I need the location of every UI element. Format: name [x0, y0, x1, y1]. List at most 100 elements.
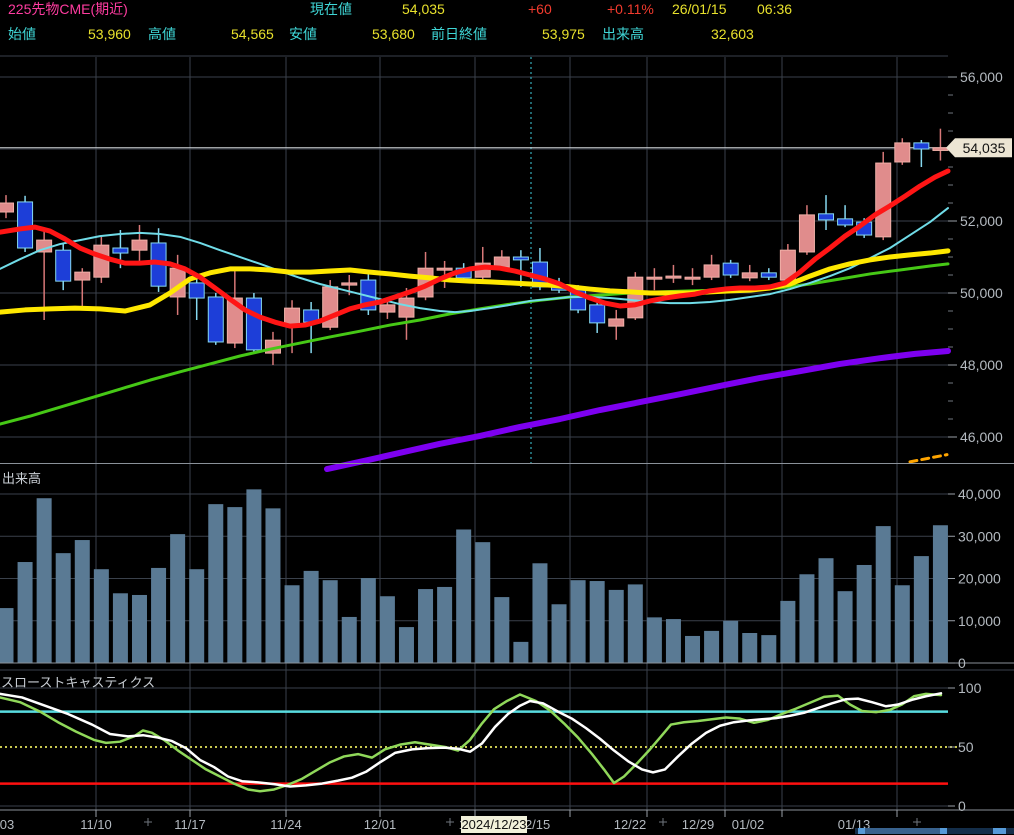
candle	[798, 205, 815, 255]
volume-bar	[456, 529, 472, 663]
volume-bar	[742, 633, 758, 663]
stoch-axis-label: 0	[958, 798, 966, 814]
candle	[684, 268, 701, 286]
candle	[760, 268, 777, 281]
candle	[303, 302, 320, 354]
candle	[188, 277, 205, 321]
volume-bar	[189, 569, 205, 663]
ma-red-10d	[0, 168, 951, 329]
ma-cyan	[0, 207, 949, 314]
volume-bar	[532, 563, 548, 663]
candle	[0, 195, 14, 219]
date-axis-label: 12/01	[364, 817, 397, 832]
candle	[627, 272, 644, 321]
volume-bar	[208, 504, 224, 663]
stoch-panel-title: スローストキャスティクス	[1, 675, 156, 690]
volume-bar	[170, 534, 186, 663]
volume-bar	[780, 600, 796, 663]
stoch-k-green	[0, 692, 943, 793]
candle	[818, 195, 835, 231]
candle	[665, 264, 682, 283]
ma-yellow-25d	[0, 248, 951, 315]
stoch-d-white	[0, 692, 943, 788]
date-axis-label: 03	[0, 817, 14, 832]
candle	[837, 205, 854, 228]
candle	[226, 271, 243, 349]
volume-bar	[627, 584, 643, 663]
volume-bar	[723, 620, 739, 663]
volume-bar	[112, 593, 128, 663]
scrollbar-left-cap[interactable]	[858, 828, 865, 834]
date-axis-label: 12/22	[614, 817, 647, 832]
candle	[589, 300, 606, 333]
volume-axis-label: 10,000	[958, 613, 1001, 629]
stoch-axis-label: 50	[958, 739, 974, 755]
candle	[779, 244, 796, 282]
date-axis-label: 01/02	[732, 817, 765, 832]
volume-value: 32,603	[711, 26, 754, 42]
candle	[646, 268, 663, 291]
date-axis-label: 11/10	[80, 817, 112, 832]
candle	[913, 140, 930, 168]
candle	[245, 293, 262, 353]
volume-bar	[131, 594, 147, 663]
instrument-title: 225先物CME(期近)	[8, 1, 128, 17]
candlesticks-layer	[0, 128, 949, 366]
volume-bar	[665, 619, 681, 663]
ma-orange-dashed	[908, 453, 949, 464]
price-change: +60	[528, 1, 552, 17]
volume-bar	[913, 556, 929, 663]
volume-bar	[932, 525, 948, 663]
candle	[608, 309, 625, 340]
date-tooltip-text: 2024/12/23	[461, 817, 526, 832]
volume-bar	[799, 574, 815, 663]
volume-axis-label: 40,000	[958, 486, 1001, 502]
scrollbar-right-cap[interactable]	[940, 828, 947, 834]
quote-time: 06:36	[757, 1, 793, 17]
stoch-axis-label: 100	[958, 680, 982, 696]
volume-bar	[685, 635, 701, 663]
volume-label: 出来高	[602, 26, 644, 42]
quote-header: 225先物CME(期近) 現在値 54,035 +60 +0.11% 26/01…	[0, 0, 1014, 46]
scrollbar-thumb[interactable]	[858, 828, 947, 834]
ma-purple-200d	[324, 347, 951, 473]
candle	[360, 272, 377, 315]
volume-bar	[437, 586, 453, 663]
volume-bar	[93, 569, 109, 663]
volume-axis-label: 0	[958, 655, 966, 671]
candle	[207, 293, 224, 345]
price-change-percent: +0.11%	[607, 1, 654, 17]
volume-bars-layer	[0, 489, 948, 663]
volume-bar	[379, 596, 395, 663]
candle	[722, 259, 739, 278]
volume-axis-label: 20,000	[958, 571, 1001, 587]
candle	[131, 224, 148, 263]
candle	[512, 250, 529, 287]
price-axis-label: 48,000	[960, 357, 1003, 373]
date-axis-label: 11/17	[174, 817, 206, 832]
volume-bar	[646, 617, 662, 663]
volume-bar	[418, 589, 434, 663]
price-axis-label: 52,000	[960, 213, 1003, 229]
price-axis-label: 50,000	[960, 285, 1003, 301]
open-label: 始値	[8, 26, 36, 42]
volume-bar	[17, 562, 33, 663]
candle	[741, 264, 758, 282]
candle	[703, 254, 720, 281]
date-axis-label: 12/29	[682, 817, 715, 832]
scrollbar-right-button[interactable]	[993, 828, 1006, 834]
volume-bar	[55, 553, 71, 663]
volume-bar	[589, 581, 605, 663]
date-tooltip	[461, 816, 527, 833]
prev-close-value: 53,975	[542, 26, 585, 42]
volume-bar	[360, 578, 376, 663]
volume-bar	[818, 558, 834, 663]
volume-bar	[36, 498, 52, 663]
volume-bar	[322, 580, 338, 663]
low-label: 安値	[289, 26, 317, 42]
volume-axis-label: 30,000	[958, 528, 1001, 544]
volume-bar	[608, 589, 624, 663]
candle	[894, 138, 911, 165]
volume-bar	[151, 567, 167, 663]
